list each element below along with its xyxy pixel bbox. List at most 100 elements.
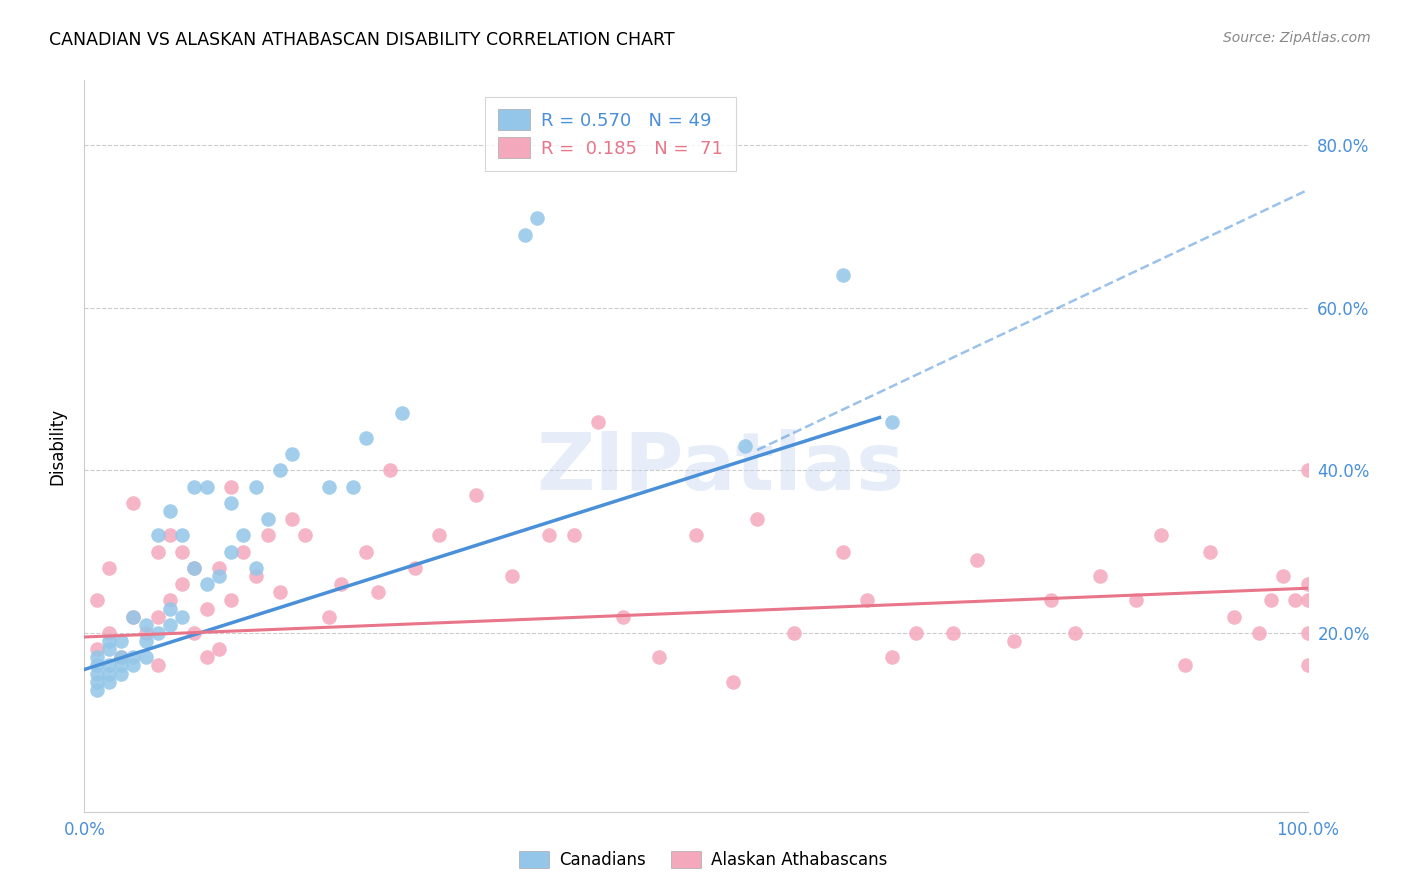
Point [245,480,267,494]
Point [294,528,316,542]
Point [648,650,671,665]
Point [354,544,377,558]
Point [219,544,242,558]
Point [269,463,291,477]
Point [97,561,120,575]
Point [172,544,194,558]
Point [97,674,120,689]
Point [747,512,769,526]
Point [1296,577,1319,591]
Text: CANADIAN VS ALASKAN ATHABASCAN DISABILITY CORRELATION CHART: CANADIAN VS ALASKAN ATHABASCAN DISABILIT… [49,31,675,49]
Point [1247,626,1270,640]
Point [1150,528,1173,542]
Point [135,617,157,632]
Point [97,626,120,640]
Point [135,634,157,648]
Point [1064,626,1087,640]
Point [159,601,181,615]
Point [172,609,194,624]
Point [1125,593,1147,607]
Legend: R = 0.570   N = 49, R =  0.185   N =  71: R = 0.570 N = 49, R = 0.185 N = 71 [485,96,735,171]
Point [86,674,108,689]
Point [1296,593,1319,607]
Point [219,593,242,607]
Point [122,650,145,665]
Point [183,626,205,640]
Point [856,593,879,607]
Y-axis label: Disability: Disability [48,408,66,484]
Point [97,666,120,681]
Legend: Canadians, Alaskan Athabascans: Canadians, Alaskan Athabascans [509,841,897,880]
Point [831,268,853,283]
Point [208,569,231,583]
Point [159,617,181,632]
Point [122,609,145,624]
Point [110,650,132,665]
Point [1260,593,1282,607]
Point [86,650,108,665]
Point [159,593,181,607]
Point [281,512,304,526]
Point [97,642,120,657]
Point [183,561,205,575]
Point [86,666,108,681]
Point [86,658,108,673]
Point [146,626,169,640]
Point [172,528,194,542]
Point [380,463,402,477]
Point [172,577,194,591]
Point [269,585,291,599]
Point [1296,463,1319,477]
Point [110,634,132,648]
Point [110,666,132,681]
Point [1198,544,1220,558]
Text: Source: ZipAtlas.com: Source: ZipAtlas.com [1223,31,1371,45]
Point [195,577,218,591]
Point [232,544,254,558]
Point [159,504,181,518]
Point [905,626,928,640]
Point [195,650,218,665]
Point [281,447,304,461]
Point [586,415,609,429]
Point [183,561,205,575]
Point [195,480,218,494]
Point [1002,634,1025,648]
Point [245,569,267,583]
Text: ZIPatlas: ZIPatlas [536,429,904,507]
Point [1296,626,1319,640]
Point [86,642,108,657]
Point [122,496,145,510]
Point [183,480,205,494]
Point [110,658,132,673]
Point [257,512,280,526]
Point [97,658,120,673]
Point [942,626,965,640]
Point [159,528,181,542]
Point [1088,569,1111,583]
Point [135,650,157,665]
Point [219,496,242,510]
Point [195,601,218,615]
Point [464,488,486,502]
Point [612,609,634,624]
Point [367,585,389,599]
Point [1272,569,1295,583]
Point [685,528,707,542]
Point [146,544,169,558]
Point [734,439,756,453]
Point [1223,609,1246,624]
Point [208,642,231,657]
Point [122,658,145,673]
Point [146,528,169,542]
Point [257,528,280,542]
Point [86,682,108,697]
Point [135,626,157,640]
Point [245,561,267,575]
Point [86,593,108,607]
Point [330,577,353,591]
Point [354,431,377,445]
Point [502,569,524,583]
Point [1174,658,1197,673]
Point [404,561,426,575]
